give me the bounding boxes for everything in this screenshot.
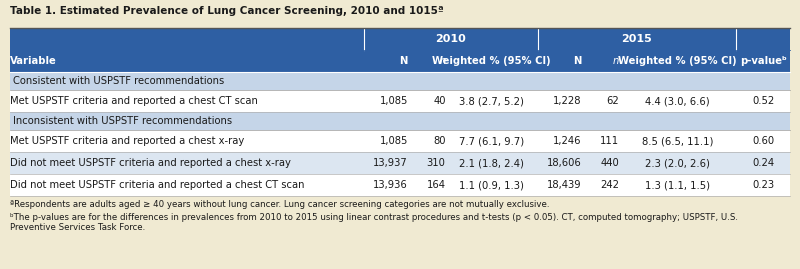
Text: 164: 164 <box>426 180 446 190</box>
Text: 1.3 (1.1, 1.5): 1.3 (1.1, 1.5) <box>645 180 710 190</box>
Text: 3.8 (2.7, 5.2): 3.8 (2.7, 5.2) <box>459 96 524 106</box>
Text: 1,085: 1,085 <box>380 136 408 146</box>
Text: 8.5 (6.5, 11.1): 8.5 (6.5, 11.1) <box>642 136 714 146</box>
Text: 2.3 (2.0, 2.6): 2.3 (2.0, 2.6) <box>645 158 710 168</box>
Text: n: n <box>439 56 446 66</box>
Text: 0.23: 0.23 <box>752 180 774 190</box>
Text: Did not meet USPSTF criteria and reported a chest CT scan: Did not meet USPSTF criteria and reporte… <box>10 180 304 190</box>
Text: 111: 111 <box>600 136 619 146</box>
Text: 0.60: 0.60 <box>752 136 774 146</box>
Text: p-valueᵇ: p-valueᵇ <box>740 56 786 66</box>
Text: 80: 80 <box>433 136 446 146</box>
Text: 440: 440 <box>601 158 619 168</box>
Text: Consistent with USPSTF recommendations: Consistent with USPSTF recommendations <box>13 76 224 86</box>
Bar <box>10 90 790 112</box>
Text: 7.7 (6.1, 9.7): 7.7 (6.1, 9.7) <box>459 136 524 146</box>
Text: 0.24: 0.24 <box>752 158 774 168</box>
Text: Table 1. Estimated Prevalence of Lung Cancer Screening, 2010 and 1015ª: Table 1. Estimated Prevalence of Lung Ca… <box>10 6 443 16</box>
Text: 2010: 2010 <box>435 34 466 44</box>
Bar <box>10 72 790 90</box>
Bar <box>10 112 790 130</box>
Text: Weighted % (95% CI): Weighted % (95% CI) <box>432 56 551 66</box>
Bar <box>10 174 790 196</box>
Text: N: N <box>574 56 582 66</box>
Bar <box>10 130 790 152</box>
Text: 13,937: 13,937 <box>374 158 408 168</box>
Bar <box>10 28 790 50</box>
Text: 18,439: 18,439 <box>547 180 582 190</box>
Text: Did not meet USPSTF criteria and reported a chest x-ray: Did not meet USPSTF criteria and reporte… <box>10 158 290 168</box>
Text: ªRespondents are adults aged ≥ 40 years without lung cancer. Lung cancer screeni: ªRespondents are adults aged ≥ 40 years … <box>10 200 549 209</box>
Text: ᵇThe p-values are for the differences in prevalences from 2010 to 2015 using lin: ᵇThe p-values are for the differences in… <box>10 213 738 232</box>
Text: Variable: Variable <box>10 56 56 66</box>
Text: 1,228: 1,228 <box>553 96 582 106</box>
Text: N: N <box>400 56 408 66</box>
Text: n: n <box>613 56 619 66</box>
Text: 1,085: 1,085 <box>380 96 408 106</box>
Text: 1.1 (0.9, 1.3): 1.1 (0.9, 1.3) <box>459 180 524 190</box>
Text: 40: 40 <box>433 96 446 106</box>
Text: Met USPSTF criteria and reported a chest CT scan: Met USPSTF criteria and reported a chest… <box>10 96 258 106</box>
Text: Met USPSTF criteria and reported a chest x-ray: Met USPSTF criteria and reported a chest… <box>10 136 244 146</box>
Bar <box>10 152 790 174</box>
Bar <box>10 50 790 72</box>
Text: 62: 62 <box>606 96 619 106</box>
Text: 1,246: 1,246 <box>553 136 582 146</box>
Text: 310: 310 <box>426 158 446 168</box>
Text: 13,936: 13,936 <box>374 180 408 190</box>
Text: 2.1 (1.8, 2.4): 2.1 (1.8, 2.4) <box>459 158 524 168</box>
Text: Weighted % (95% CI): Weighted % (95% CI) <box>618 56 737 66</box>
Text: 4.4 (3.0, 6.6): 4.4 (3.0, 6.6) <box>646 96 710 106</box>
Text: Inconsistent with USPSTF recommendations: Inconsistent with USPSTF recommendations <box>13 116 232 126</box>
Text: 18,606: 18,606 <box>547 158 582 168</box>
Text: 0.52: 0.52 <box>752 96 774 106</box>
Text: 2015: 2015 <box>622 34 652 44</box>
Text: 242: 242 <box>600 180 619 190</box>
